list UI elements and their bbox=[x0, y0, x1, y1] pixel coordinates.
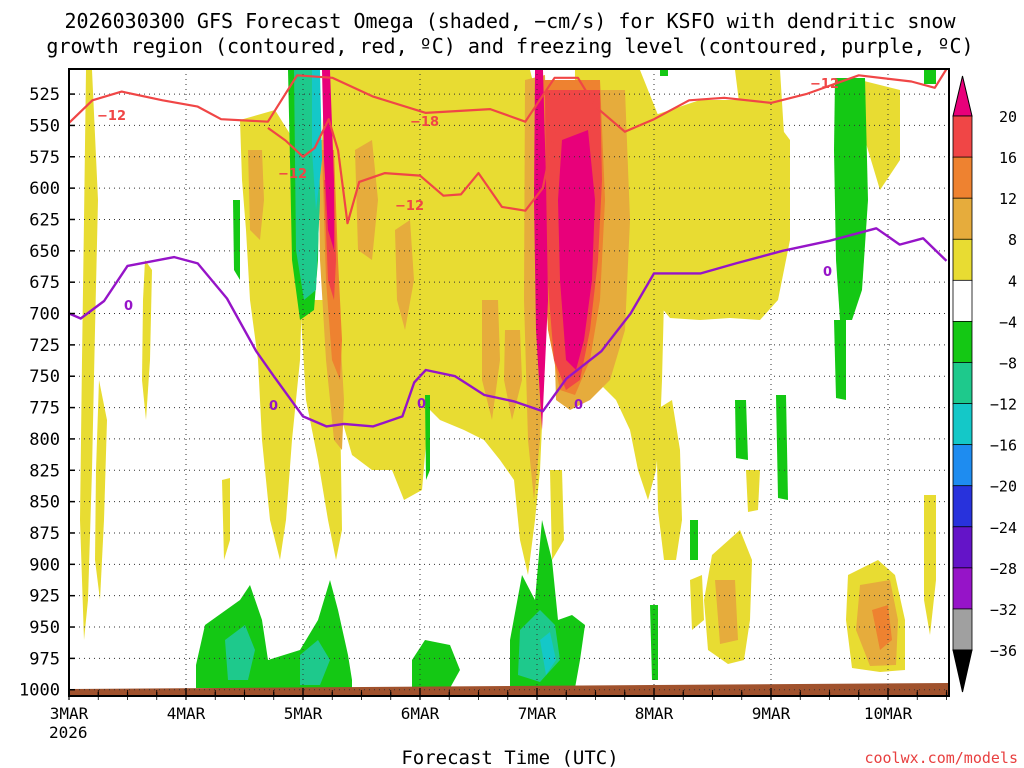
chart-title-line-1: 2026030300 GFS Forecast Omega (shaded, −… bbox=[64, 9, 956, 33]
colorbar-swatch bbox=[952, 115, 973, 158]
y-tick-label: 600 bbox=[29, 179, 60, 199]
contour-label-neg18: −18 bbox=[410, 115, 439, 130]
y-tick-label: 550 bbox=[29, 116, 60, 136]
colorbar-swatch bbox=[952, 444, 973, 487]
contour-labels: −12 −12 −12 −18 −12 0 0 0 0 0 bbox=[97, 77, 839, 414]
x-axis-title: Forecast Time (UTC) bbox=[401, 747, 618, 768]
y-tick-label: 675 bbox=[29, 273, 60, 293]
colorbar-tick-label: −36 bbox=[990, 642, 1017, 660]
x-tick-label: 8MAR bbox=[635, 704, 674, 723]
y-tick-label: 800 bbox=[29, 430, 60, 450]
contour-lines bbox=[69, 69, 948, 428]
colorbar-swatch bbox=[952, 567, 973, 610]
y-tick-label: 875 bbox=[29, 524, 60, 544]
colorbar-tick-label: −12 bbox=[990, 396, 1017, 414]
colorbar-swatch bbox=[952, 279, 973, 323]
y-tick-label: 750 bbox=[29, 367, 60, 387]
colorbar-swatch bbox=[952, 238, 973, 282]
freezing-level-contour bbox=[69, 227, 948, 428]
dgz-contour-lower bbox=[267, 118, 556, 225]
colorbar-swatch bbox=[952, 526, 973, 569]
colorbar-tick-label: 4 bbox=[1008, 272, 1017, 290]
colorbar-swatch bbox=[952, 197, 973, 241]
freezing-level-label: 0 bbox=[417, 397, 426, 412]
y-tick-label: 1000 bbox=[19, 681, 60, 701]
colorbar-swatch bbox=[952, 403, 973, 446]
freezing-level-label: 0 bbox=[574, 398, 583, 413]
colorbar-tick-label: −8 bbox=[999, 354, 1017, 372]
colorbar-tick-label: 20 bbox=[999, 108, 1017, 126]
colorbar: 20 16 12 8 4 −4 −8 −12 −16 −20 −24 −28 −32 −36 bbox=[952, 75, 1017, 693]
y-axis: 525 550 575 600 625 650 675 700 725 750 775 800 825 8… bbox=[19, 85, 75, 701]
y-tick-label: 775 bbox=[29, 399, 60, 419]
y-tick-label: 525 bbox=[29, 85, 60, 105]
y-tick-label: 825 bbox=[29, 461, 60, 481]
colorbar-tick-label: 16 bbox=[999, 149, 1017, 167]
plot-frame bbox=[68, 68, 950, 697]
colorbar-tick-label: −32 bbox=[990, 601, 1017, 619]
colorbar-tick-label: 8 bbox=[1008, 231, 1017, 249]
contour-label-neg12: −12 bbox=[278, 167, 307, 182]
colorbar-tick-label: −16 bbox=[990, 437, 1017, 455]
colorbar-swatch bbox=[952, 156, 973, 200]
x-tick-label: 6MAR bbox=[401, 704, 440, 723]
credit-link[interactable]: coolwx.com/models bbox=[864, 749, 1018, 767]
colorbar-swatch bbox=[952, 608, 973, 651]
y-tick-label: 850 bbox=[29, 493, 60, 513]
freezing-level-label: 0 bbox=[124, 299, 133, 314]
grid-lines bbox=[69, 69, 949, 696]
y-tick-label: 700 bbox=[29, 305, 60, 325]
x-axis-year: 2026 bbox=[49, 723, 88, 742]
freezing-level-label: 0 bbox=[269, 399, 278, 414]
y-tick-label: 925 bbox=[29, 587, 60, 607]
y-tick-label: 900 bbox=[29, 555, 60, 575]
colorbar-tick-label: −20 bbox=[990, 478, 1017, 496]
x-tick-label: 4MAR bbox=[167, 704, 206, 723]
contour-label-neg12: −12 bbox=[395, 199, 424, 214]
y-tick-label: 650 bbox=[29, 242, 60, 262]
dgz-contour-upper bbox=[69, 69, 948, 133]
colorbar-tick-label: −24 bbox=[990, 519, 1017, 537]
x-axis: 3MAR 4MAR 5MAR 6MAR 7MAR 8MAR 9MAR 10MAR bbox=[50, 688, 948, 723]
y-tick-label: 950 bbox=[29, 618, 60, 638]
y-tick-label: 975 bbox=[29, 649, 60, 669]
colorbar-tick-label: −4 bbox=[999, 313, 1017, 331]
colorbar-bottom-arrow bbox=[952, 649, 973, 693]
y-tick-label: 625 bbox=[29, 210, 60, 230]
x-tick-label: 9MAR bbox=[752, 704, 791, 723]
colorbar-swatch bbox=[952, 485, 973, 528]
colorbar-swatch bbox=[952, 320, 973, 364]
contour-label-neg12: −12 bbox=[97, 109, 126, 124]
x-tick-label: 10MAR bbox=[864, 704, 913, 723]
x-tick-label: 7MAR bbox=[518, 704, 557, 723]
colorbar-tick-label: 12 bbox=[999, 190, 1017, 208]
colorbar-top-arrow bbox=[952, 75, 973, 117]
x-tick-label: 5MAR bbox=[284, 704, 323, 723]
omega-band-neg16-neg12 bbox=[312, 70, 556, 675]
colorbar-swatch bbox=[952, 362, 973, 405]
freezing-level-label: 0 bbox=[823, 265, 832, 280]
x-tick-label: 3MAR bbox=[50, 704, 89, 723]
colorbar-tick-label: −28 bbox=[990, 560, 1017, 578]
chart-title-line-2: growth region (contoured, red, ºC) and f… bbox=[46, 34, 973, 58]
y-tick-label: 575 bbox=[29, 148, 60, 168]
y-tick-label: 725 bbox=[29, 336, 60, 356]
contour-label-neg12: −12 bbox=[810, 77, 839, 92]
